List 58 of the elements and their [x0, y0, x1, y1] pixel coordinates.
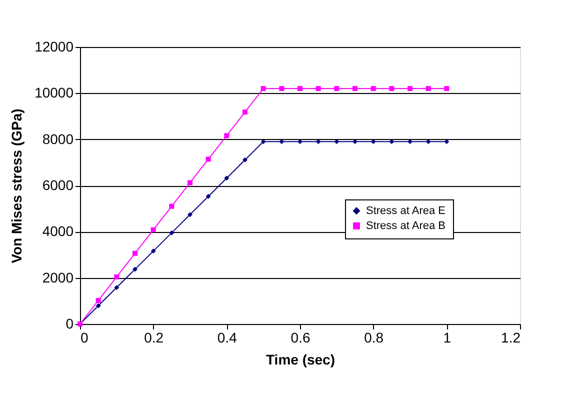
point: [389, 86, 394, 92]
x-tick-label: 0.6: [290, 330, 310, 346]
y-tick-label: 12000: [34, 38, 74, 54]
point: [334, 86, 340, 92]
point: [352, 139, 358, 144]
y-tick-label: 0: [66, 316, 74, 332]
point: [132, 250, 138, 256]
point: [150, 227, 156, 232]
point: [114, 274, 120, 280]
point: [408, 139, 412, 144]
x-tick-label: 0.8: [364, 330, 384, 346]
y-axis-title: Von Mises stress (GPa): [8, 108, 25, 264]
point: [408, 86, 412, 92]
point: [389, 139, 394, 144]
point: [242, 157, 248, 162]
x-tick-label: 0.4: [217, 330, 238, 346]
x-tick-label: 1.2: [501, 330, 521, 346]
y-tick-label: 8000: [42, 130, 74, 147]
point: [298, 139, 302, 144]
point: [188, 212, 192, 218]
point: [242, 110, 248, 115]
y-tick-label: 6000: [42, 177, 74, 193]
point: [206, 194, 211, 199]
point: [370, 86, 376, 92]
point: [426, 86, 431, 92]
x-tick-label: 0.2: [144, 330, 164, 346]
point: [444, 86, 450, 92]
y-tick-label: 2000: [42, 269, 74, 286]
x-tick-label: 0: [80, 330, 88, 346]
point: [426, 139, 431, 144]
point: [298, 86, 302, 92]
point: [224, 133, 230, 138]
point: [188, 180, 192, 186]
point: [206, 156, 211, 162]
point: [132, 266, 138, 272]
point: [169, 230, 174, 236]
point: [260, 86, 266, 92]
point: [224, 176, 230, 181]
legend-label: Stress at Area E: [366, 204, 446, 217]
point: [114, 285, 120, 290]
point: [444, 139, 450, 144]
x-axis-title: Time (sec): [266, 352, 335, 368]
x-tick-label: 1: [443, 330, 452, 346]
y-tick-label: 4000: [42, 223, 74, 240]
legend-label: Stress at Area B: [366, 220, 446, 232]
point: [370, 139, 376, 144]
point: [316, 139, 321, 144]
point: [352, 86, 358, 92]
point: [96, 298, 101, 303]
point: [316, 86, 321, 92]
point: [150, 248, 156, 254]
point: [334, 139, 340, 144]
y-tick-label: 10000: [34, 84, 74, 101]
point: [279, 86, 284, 92]
point: [279, 139, 284, 144]
point: [96, 303, 101, 308]
point: [169, 204, 174, 209]
point: [260, 139, 266, 144]
